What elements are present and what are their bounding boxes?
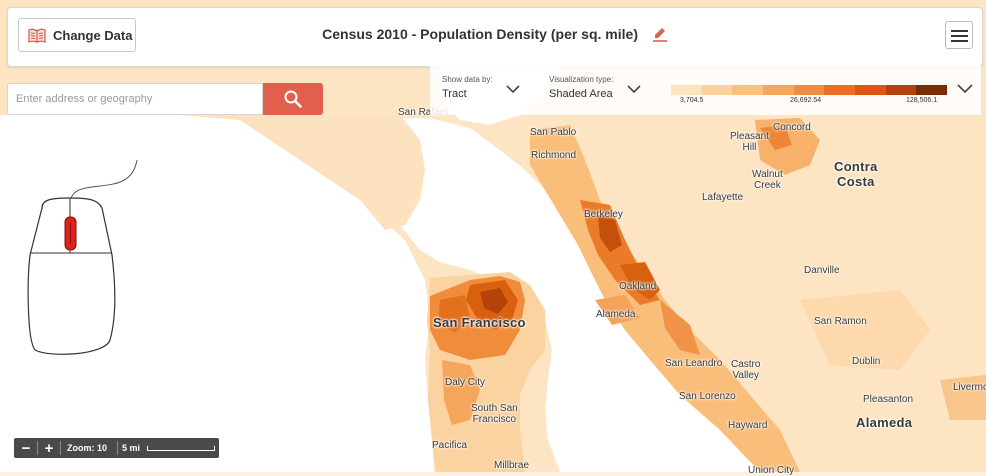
- legend-swatch-2: [701, 85, 733, 95]
- place-label-union-city: Union City: [748, 465, 795, 476]
- scale-text: 5 mi: [122, 443, 141, 453]
- place-label-pacifica: Pacifica: [432, 440, 468, 451]
- map-title-text: Census 2010 - Population Density (per sq…: [322, 26, 638, 43]
- zoom-control-bar: − + Zoom: 10 5 mi: [14, 438, 219, 458]
- divider: [117, 441, 118, 455]
- place-label-pleasanton: Pleasanton: [863, 394, 914, 405]
- menu-line: [951, 30, 968, 32]
- map-title: Census 2010 - Population Density (per sq…: [8, 26, 982, 45]
- pacific-ocean: [0, 115, 434, 472]
- scale-bar: [147, 446, 215, 451]
- place-label-san-ramon: San Ramon: [814, 316, 867, 327]
- search-button[interactable]: [263, 83, 323, 115]
- place-label-livermore: Livermore: [953, 382, 986, 393]
- legend-swatch-5: [793, 85, 825, 95]
- place-label-berkeley: Berkeley: [584, 209, 623, 220]
- place-label-san-lorenzo: San Lorenzo: [679, 391, 736, 402]
- place-label-danville: Danville: [804, 265, 840, 276]
- scroll-zoom-mouse-icon: [27, 160, 138, 355]
- chevron-down-icon: [506, 85, 520, 94]
- search-icon: [284, 90, 302, 108]
- place-label-richmond: Richmond: [531, 150, 577, 161]
- marin-county: [180, 115, 425, 230]
- map-controls-panel: Show data by: Tract Visualization type: …: [430, 66, 981, 115]
- legend-swatch-9: [916, 85, 948, 95]
- legend-swatch-6: [824, 85, 856, 95]
- show-data-by-value: Tract: [442, 88, 467, 100]
- legend-swatch-8: [885, 85, 917, 95]
- place-label-san-pablo: San Pablo: [530, 127, 577, 138]
- pencil-icon[interactable]: [652, 26, 668, 45]
- place-label-walnut-creek: Walnut Creek: [752, 169, 783, 191]
- place-label-concord: Concord: [773, 122, 811, 133]
- legend-tick-min: 3,704.5: [680, 97, 704, 104]
- menu-line: [951, 35, 968, 37]
- menu-line: [951, 40, 968, 42]
- place-label-lafayette: Lafayette: [702, 192, 744, 203]
- place-label-hayward: Hayward: [728, 420, 768, 431]
- place-label-san-rafael: San Rafael: [398, 107, 448, 118]
- legend-ticks: 3,704.5 26,692.54 128,506.1: [671, 97, 947, 109]
- zoom-level-text: Zoom: 10: [67, 443, 108, 453]
- legend-swatch-7: [855, 85, 886, 95]
- visualization-type-dropdown[interactable]: Visualization type: Shaded Area: [549, 75, 649, 100]
- place-label-alameda: Alameda: [596, 309, 636, 320]
- legend-color-ramp: [671, 85, 948, 95]
- zoom-out-button[interactable]: −: [21, 439, 31, 457]
- legend-swatch-1: [671, 85, 702, 95]
- legend-tick-mid: 26,692.54: [790, 97, 822, 104]
- place-label-san-leandro: San Leandro: [665, 358, 723, 369]
- legend-tick-max: 128,506.1: [906, 97, 938, 104]
- density-legend: 3,704.5 26,692.54 128,506.1: [671, 85, 948, 109]
- show-data-by-label: Show data by:: [442, 75, 493, 84]
- divider: [37, 441, 38, 455]
- chevron-down-icon: [627, 85, 641, 94]
- change-data-button[interactable]: Change Data: [18, 18, 136, 52]
- legend-swatch-3: [732, 85, 764, 95]
- place-label-castro-valley: Castro Valley: [731, 359, 761, 381]
- address-search: [7, 83, 323, 115]
- change-data-label: Change Data: [53, 27, 133, 43]
- place-label-oakland: Oakland: [619, 281, 657, 292]
- address-search-input[interactable]: [7, 83, 263, 115]
- place-label-pleasant-hill: Pleasant Hill: [730, 131, 769, 153]
- legend-swatch-4: [763, 85, 794, 95]
- visualization-type-label: Visualization type:: [549, 75, 614, 84]
- san-francisco-bay: [395, 118, 760, 472]
- place-label-san-francisco: San Francisco: [433, 315, 526, 330]
- region-label-alameda-county: Alameda: [856, 415, 913, 430]
- visualization-type-value: Shaded Area: [549, 88, 613, 100]
- divider: [60, 441, 61, 455]
- top-toolbar: Change Data Census 2010 - Population Den…: [7, 7, 983, 67]
- region-label-contra-costa: Contra Costa: [834, 159, 878, 189]
- place-label-daly-city: Daly City: [445, 377, 486, 388]
- place-label-south-san-francisco: South San Francisco: [471, 403, 518, 425]
- place-label-millbrae: Millbrae: [494, 460, 530, 471]
- legend-expand-chevron-icon[interactable]: [957, 83, 973, 94]
- place-label-dublin: Dublin: [852, 356, 881, 367]
- book-icon: [28, 28, 46, 43]
- show-data-by-dropdown[interactable]: Show data by: Tract: [442, 75, 522, 100]
- zoom-in-button[interactable]: +: [44, 439, 54, 457]
- hamburger-menu-button[interactable]: [945, 21, 973, 49]
